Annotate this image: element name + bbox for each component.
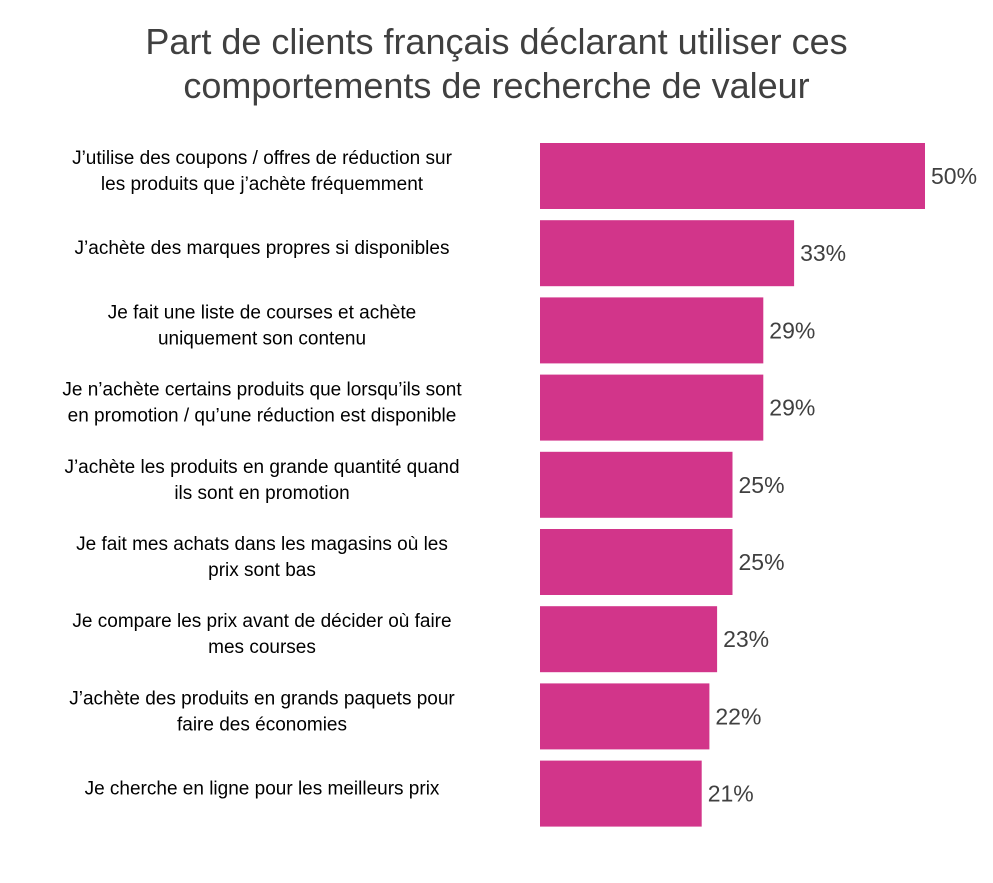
category-label-5-line-2: ils sont en promotion	[174, 483, 349, 504]
chart-title: Part de clients français déclarant utili…	[0, 20, 993, 108]
value-label-9: 21%	[708, 781, 754, 807]
category-label-6-line-1: Je fait mes achats dans les magasins où …	[76, 534, 448, 555]
category-label-7-line-1: Je compare les prix avant de décider où …	[72, 611, 451, 632]
value-label-2: 33%	[800, 240, 846, 266]
category-label-6-line-2: prix sont bas	[208, 560, 316, 581]
bar-2	[540, 220, 795, 287]
category-label-9-line-1: Je cherche en ligne pour les meilleurs p…	[85, 779, 440, 800]
category-label-4-line-1: Je n’achète certains produits que lorsqu…	[62, 380, 462, 401]
value-label-8: 22%	[715, 703, 761, 729]
category-label-1-line-2: les produits que j’achète fréquemment	[101, 174, 424, 195]
category-label-7-line-2: mes courses	[208, 637, 316, 658]
category-label-2-line-1: J’achète des marques propres si disponib…	[75, 238, 450, 259]
chart-title-line-2: comportements de recherche de valeur	[183, 65, 810, 106]
category-label-8-line-1: J’achète des produits en grands paquets …	[69, 688, 455, 709]
value-label-5: 25%	[739, 472, 785, 498]
value-label-7: 23%	[723, 626, 769, 652]
chart-title-line-1: Part de clients français déclarant utili…	[145, 21, 848, 62]
value-label-1: 50%	[931, 163, 977, 189]
value-label-6: 25%	[739, 549, 785, 575]
bar-5	[540, 451, 733, 518]
bar-1	[540, 143, 925, 209]
category-label-4-line-2: en promotion / qu’une réduction est disp…	[68, 406, 457, 427]
category-label-8-line-2: faire des économies	[177, 714, 347, 735]
bar-9	[540, 760, 702, 827]
value-label-3: 29%	[769, 317, 815, 343]
category-label-3-line-2: uniquement son contenu	[158, 328, 366, 349]
bar-3	[540, 297, 764, 364]
bar-4	[540, 374, 764, 441]
value-label-4: 29%	[769, 395, 815, 421]
bar-6	[540, 529, 733, 595]
category-label-5-line-1: J’achète les produits en grande quantité…	[64, 457, 459, 478]
category-label-1-line-1: J’utilise des coupons / offres de réduct…	[72, 148, 453, 169]
category-label-3-line-1: Je fait une liste de courses et achète	[108, 302, 416, 323]
bar-7	[540, 606, 718, 673]
bar-8	[540, 683, 710, 750]
bars-layer: 50% J’utilise des coupons / offres de réd…	[62, 143, 977, 827]
